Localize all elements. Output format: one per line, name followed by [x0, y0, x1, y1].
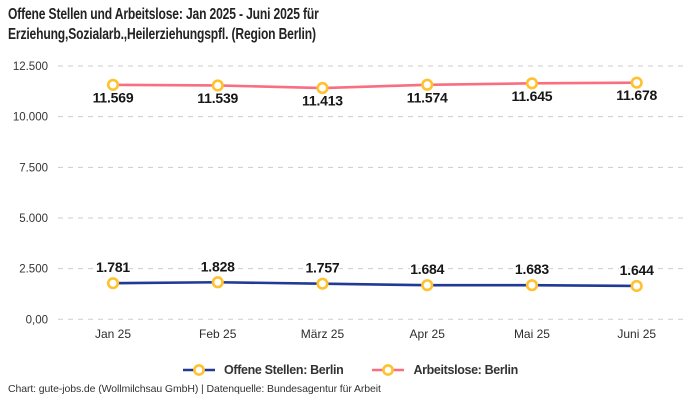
- chart-title-line2: Erziehung,Sozialarb.,Heilerziehungspfl. …: [8, 26, 316, 44]
- series-line: [111, 81, 639, 90]
- y-axis-tick-label: 5.000: [19, 213, 48, 225]
- legend-label: Offene Stellen: Berlin: [224, 363, 344, 377]
- data-point-label: 11.539: [197, 90, 238, 106]
- data-point-marker[interactable]: [316, 81, 329, 95]
- y-axis-tick-label: 0,00: [26, 314, 48, 326]
- chart-title-line1: Offene Stellen und Arbeitslose: Jan 2025…: [8, 6, 319, 23]
- data-point-label: 1.781: [96, 259, 130, 275]
- y-axis-tick-label: 2.500: [19, 264, 48, 276]
- data-point-marker[interactable]: [421, 78, 434, 91]
- data-point-marker[interactable]: [421, 279, 434, 292]
- data-point-label: 1.757: [305, 260, 339, 276]
- data-point-marker[interactable]: [211, 276, 224, 289]
- x-axis-tick-label: Feb 25: [199, 327, 237, 341]
- data-point-label: 11.413: [302, 93, 343, 109]
- chart-legend: Offene Stellen: Berlin Arbeitslose: Berl…: [0, 359, 700, 381]
- chart-title: Offene Stellen und Arbeitslose: Jan 2025…: [8, 5, 319, 45]
- y-axis-tick-label: 10.000: [13, 112, 48, 124]
- y-axis-tick-label: 12.500: [13, 61, 48, 73]
- x-axis-tick-label: Apr 25: [410, 327, 446, 341]
- chart-attribution: Chart: gute-jobs.de (Wollmilchsau GmbH) …: [8, 383, 381, 395]
- series-line: [111, 280, 639, 288]
- data-point-marker[interactable]: [525, 279, 539, 292]
- legend-item-offene-stellen: Offene Stellen: Berlin: [182, 363, 344, 377]
- legend-swatch-line-marker-icon: [183, 364, 216, 376]
- y-axis-tick-label: 7.500: [19, 162, 48, 174]
- x-axis-tick-label: Jan 25: [95, 327, 131, 341]
- legend-swatch-line-marker-icon: [372, 364, 405, 376]
- data-point-label: 11.574: [407, 89, 448, 105]
- data-point-marker[interactable]: [211, 79, 224, 92]
- x-axis-tick-label: Juni 25: [617, 327, 656, 341]
- legend-item-arbeitslose: Arbeitslose: Berlin: [371, 363, 518, 377]
- x-axis-tick-label: März 25: [301, 327, 345, 341]
- x-axis-tick-label: Mai 25: [514, 327, 550, 341]
- data-point-label: 11.569: [93, 89, 134, 105]
- data-point-label: 11.645: [512, 88, 553, 104]
- data-point-label: 1.683: [515, 261, 549, 277]
- data-point-marker[interactable]: [106, 78, 120, 91]
- legend-label: Arbeitslose: Berlin: [413, 363, 518, 377]
- data-point-label: 1.684: [410, 261, 444, 277]
- data-point-label: 11.678: [616, 87, 657, 103]
- data-point-marker[interactable]: [630, 279, 643, 293]
- data-point-marker[interactable]: [630, 76, 643, 89]
- data-point-marker[interactable]: [316, 277, 329, 290]
- data-point-marker[interactable]: [106, 277, 120, 290]
- data-point-label: 1.828: [201, 258, 235, 274]
- data-point-marker[interactable]: [525, 77, 539, 90]
- data-point-label: 1.644: [620, 262, 654, 278]
